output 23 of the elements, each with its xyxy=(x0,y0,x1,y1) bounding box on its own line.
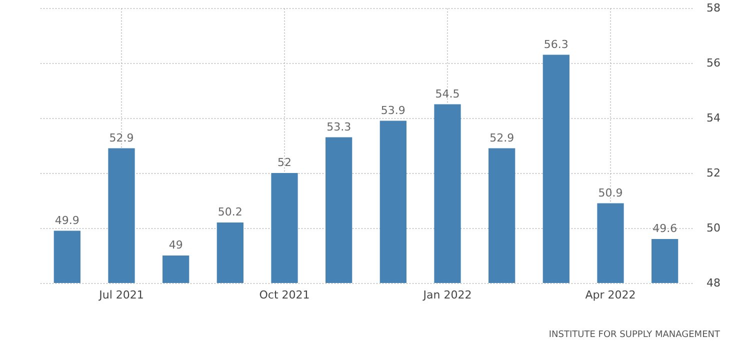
data-label: 49 xyxy=(168,238,183,252)
data-label: 52.9 xyxy=(490,131,514,144)
y-tick-label: 56 xyxy=(706,56,720,70)
x-tick-label: Jul 2021 xyxy=(98,288,144,302)
data-label: 49.9 xyxy=(54,214,80,227)
x-tick-label: Oct 2021 xyxy=(259,288,310,302)
x-tick-label: Jan 2022 xyxy=(422,288,472,302)
y-tick-label: 48 xyxy=(706,276,720,290)
y-tick-label: 58 xyxy=(706,2,720,14)
data-label: 53.9 xyxy=(380,104,406,117)
data-label: 52 xyxy=(278,156,292,169)
data-label: 50.2 xyxy=(218,206,242,218)
text: INSTITUTE FOR SUPPLY MANAGEMENT xyxy=(548,330,720,340)
data-label: 50.9 xyxy=(598,186,623,200)
y-tick-label: 50 xyxy=(706,222,720,234)
data-label: 49.6 xyxy=(652,222,678,235)
y-tick-label: 52 xyxy=(706,166,720,180)
data-label: 52.9 xyxy=(109,131,134,144)
y-tick-label: 54 xyxy=(706,112,720,124)
data-label: 54.5 xyxy=(435,87,460,100)
data-label: 53.3 xyxy=(326,120,352,134)
data-label: 56.3 xyxy=(544,38,568,51)
x-tick-label: Apr 2022 xyxy=(585,288,636,302)
